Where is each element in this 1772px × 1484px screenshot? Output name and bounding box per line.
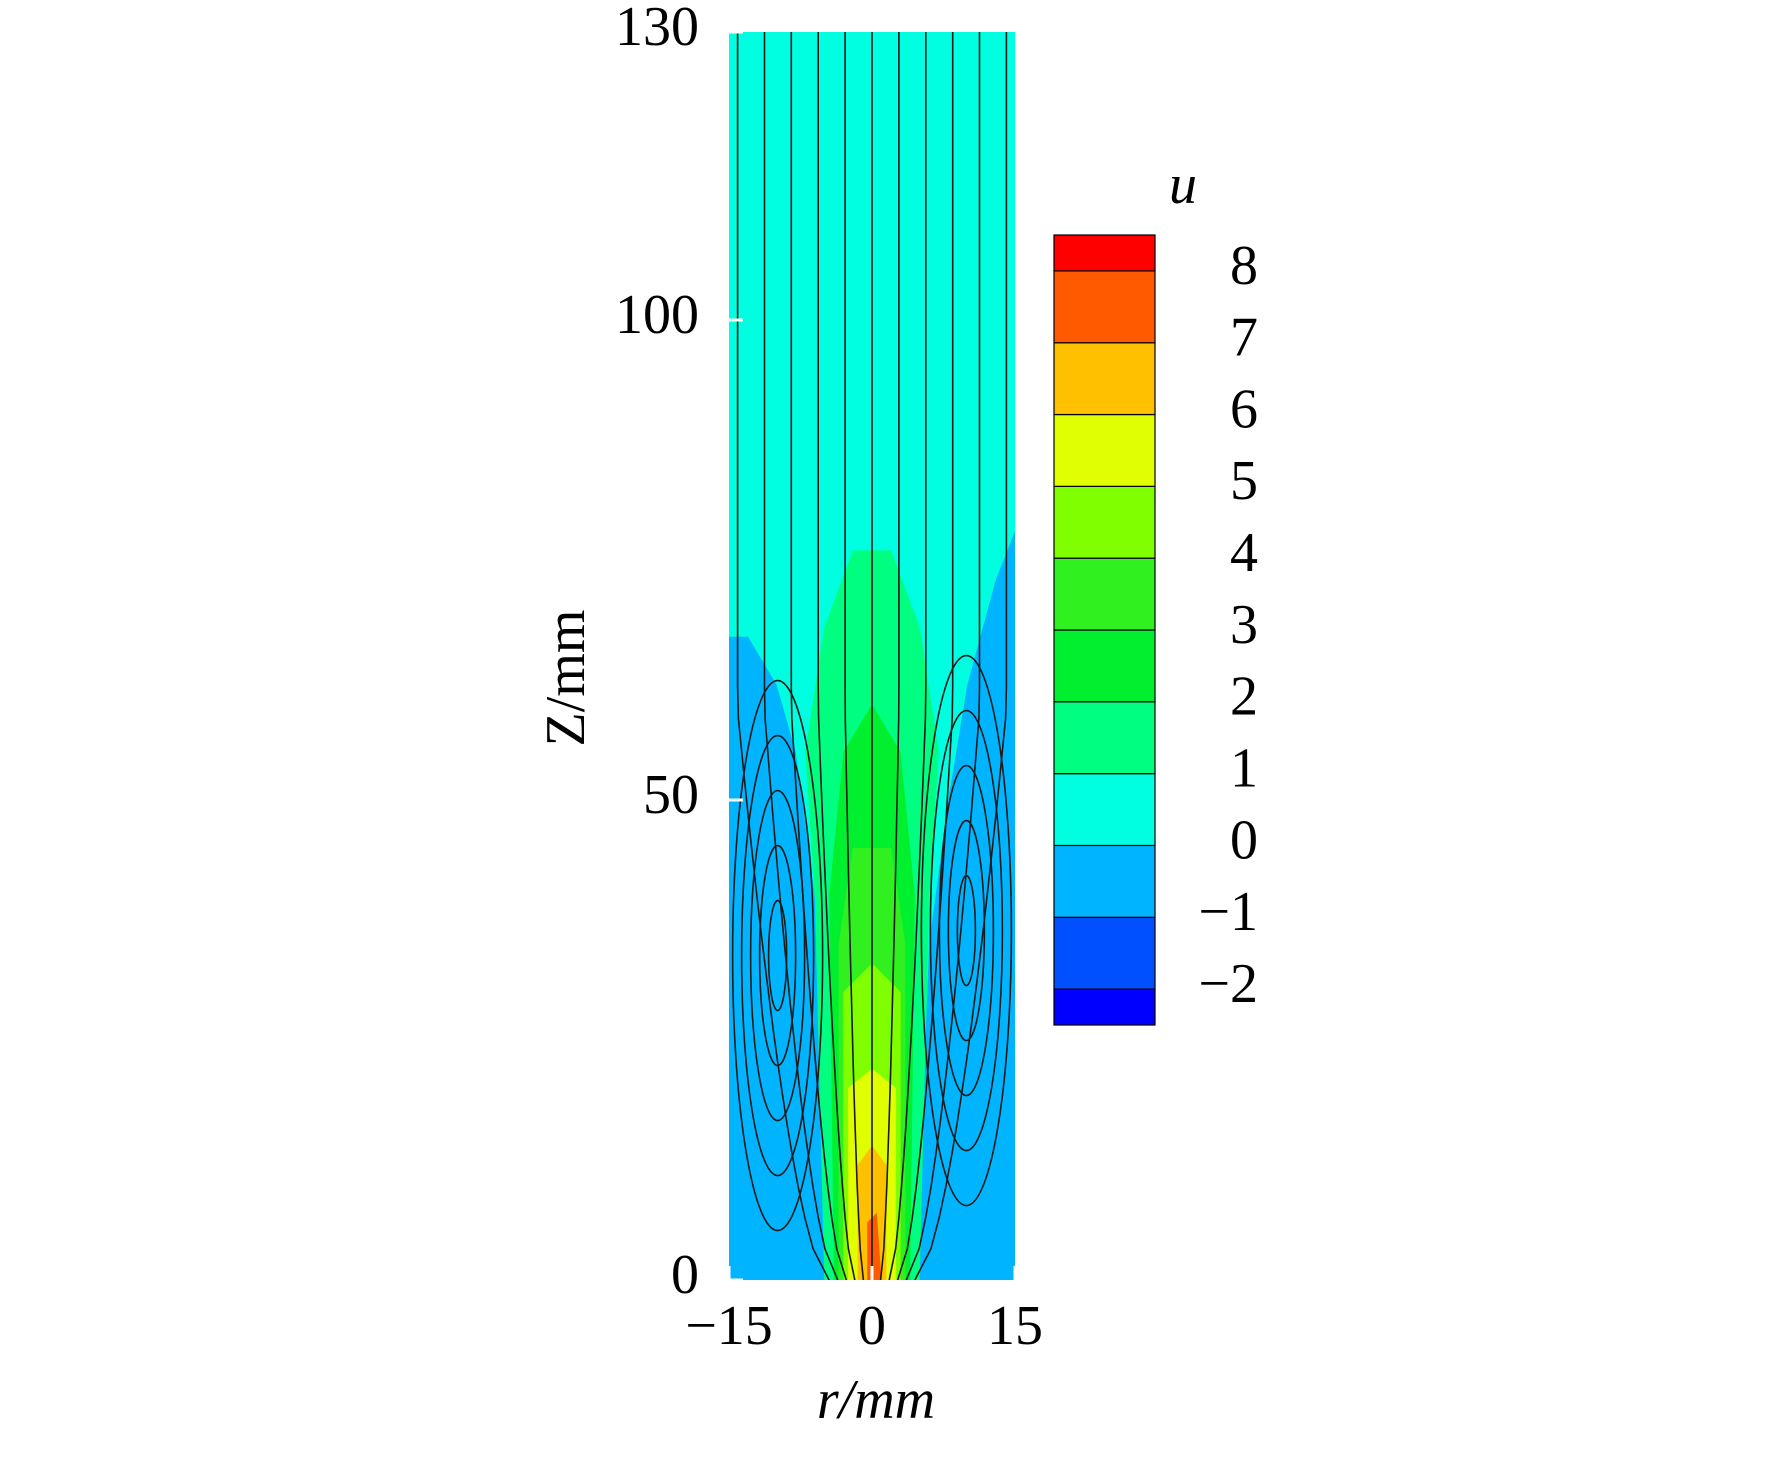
colorbar-band — [1053, 988, 1156, 1026]
colorbar-tick-label: 5 — [1230, 450, 1258, 512]
colorbar-tick-label: 2 — [1230, 666, 1258, 728]
contour-region — [867, 1212, 882, 1280]
colorbar-tick-label: 0 — [1230, 809, 1258, 871]
y-tick-label: 0 — [671, 1244, 699, 1306]
recirculation-loop — [749, 789, 806, 1122]
colorbar-band — [1053, 629, 1156, 703]
colorbar-band — [1053, 916, 1156, 990]
y-tick-label: 100 — [615, 284, 699, 346]
recirculation-loop — [758, 844, 797, 1067]
y-tick-label: 50 — [643, 764, 699, 826]
x-tick-label: −15 — [685, 1295, 773, 1357]
streamline — [914, 32, 1008, 1280]
streamline — [905, 32, 981, 1280]
x-tick-label: 0 — [858, 1295, 886, 1357]
colorbar-tick-label: −1 — [1198, 881, 1258, 943]
streamline — [763, 32, 839, 1280]
colorbar-tick-label: 4 — [1230, 522, 1258, 584]
colorbar-tick-label: 6 — [1230, 378, 1258, 440]
streamlines — [731, 32, 1013, 1280]
colorbar-band — [1053, 342, 1156, 416]
colorbar-tick-label: −2 — [1198, 953, 1258, 1015]
colorbar-band — [1053, 485, 1156, 559]
streamline — [736, 32, 830, 1280]
recirculation-loop — [947, 819, 986, 1042]
colorbar-band — [1053, 557, 1156, 631]
colorbar-band — [1053, 270, 1156, 344]
recirculation-loop — [767, 899, 788, 1012]
colorbar-tick-label: 7 — [1230, 307, 1258, 369]
colorbar-band — [1053, 844, 1156, 918]
recirculation-loop — [731, 679, 824, 1232]
recirculation-loop — [938, 764, 995, 1097]
colorbar-tick-label: 3 — [1230, 594, 1258, 656]
x-axis-label: r/mm — [817, 1369, 935, 1431]
recirculation-loop — [740, 734, 815, 1177]
colorbar-tick-label: 1 — [1230, 737, 1258, 799]
colorbar-band — [1053, 701, 1156, 775]
streamline — [790, 32, 848, 1280]
recirculation-loop — [920, 654, 1013, 1207]
streamline — [817, 32, 856, 1280]
colorbar-band — [1053, 413, 1156, 487]
recirculation-loop — [956, 874, 977, 987]
colorbar-band — [1053, 773, 1156, 847]
y-tick-label: 130 — [615, 0, 699, 58]
streamline — [844, 32, 865, 1280]
x-tick-label: 15 — [987, 1295, 1043, 1357]
colorbar-band — [1053, 234, 1156, 272]
y-axis-label: Z/mm — [535, 610, 597, 747]
recirculation-loop — [929, 709, 1004, 1152]
colorbar-tick-label: 8 — [1230, 235, 1258, 297]
streamline — [888, 32, 927, 1280]
streamline — [879, 32, 900, 1280]
colorbar-title: u — [1169, 154, 1197, 216]
